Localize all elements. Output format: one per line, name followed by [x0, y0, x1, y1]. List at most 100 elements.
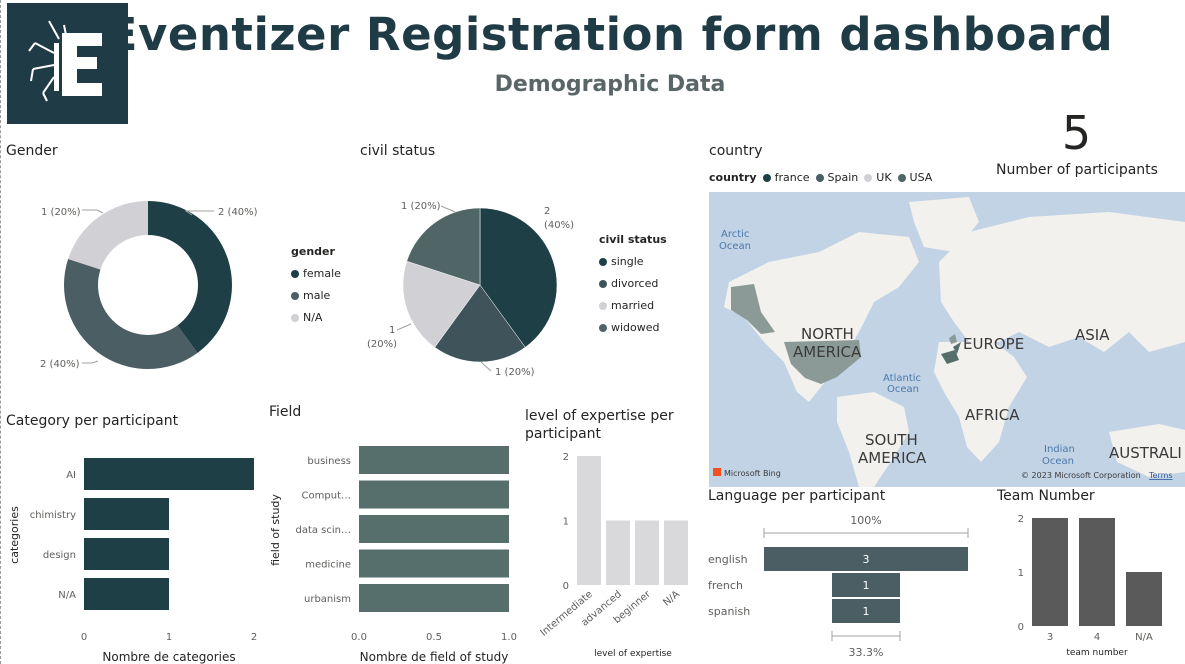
- gender-slice-male[interactable]: [63, 259, 198, 369]
- civil-slice-widowed[interactable]: [406, 207, 481, 286]
- map-label-north-b: AMERICA: [793, 343, 862, 361]
- team-y-tick: 2: [1018, 514, 1024, 525]
- gender-slice-female[interactable]: [148, 201, 232, 353]
- field-bar-comput[interactable]: [359, 480, 509, 509]
- country-chart-title: country: [709, 143, 763, 159]
- language-funnel-chart[interactable]: 100% 3 english 1 french 1 spanish 33.3%: [700, 508, 990, 664]
- team-bar-3[interactable]: [1032, 518, 1068, 626]
- country-legend: country france Spain UK USA: [709, 171, 932, 184]
- civil-slice-single[interactable]: [479, 207, 558, 348]
- gender-slice-n-a[interactable]: [68, 201, 148, 270]
- country-map[interactable]: Arctic Ocean Atlantic Ocean Indian Ocean…: [709, 192, 1185, 487]
- gender-donut-chart[interactable]: 2 (40%) 2 (40%) 1 (20%): [0, 165, 290, 390]
- language-value-label: 1: [863, 579, 870, 592]
- country-legend-label: Spain: [827, 171, 859, 184]
- gender-legend-item-female[interactable]: female: [291, 267, 341, 280]
- country-legend-item-uk[interactable]: UK: [864, 171, 892, 184]
- civil-leader-line: [480, 361, 492, 372]
- team-bar-n-a[interactable]: [1126, 572, 1162, 626]
- country-legend-item-usa[interactable]: USA: [897, 171, 933, 184]
- map-label-south-a: SOUTH: [865, 431, 918, 449]
- team-y-tick: 0: [1018, 622, 1024, 633]
- expertise-bar-advanced[interactable]: [606, 520, 630, 586]
- civil-legend-label: married: [611, 299, 655, 312]
- category-bar-n-a[interactable]: [84, 578, 169, 610]
- page-border: [0, 0, 1, 664]
- language-top-percent: 100%: [850, 514, 881, 527]
- field-bar-urbanism[interactable]: [359, 584, 509, 612]
- civil-leader-line: [396, 323, 412, 331]
- map-label-north-a: NORTH: [801, 325, 854, 343]
- language-bar-spanish[interactable]: [832, 599, 900, 623]
- country-legend-item-spain[interactable]: Spain: [815, 171, 859, 184]
- category-y-axis-title: categories: [8, 506, 21, 564]
- field-bar-business[interactable]: [359, 446, 509, 474]
- gender-legend-label: male: [303, 289, 331, 302]
- field-category-label: data scin…: [295, 525, 351, 536]
- map-label-atlantic-b: Ocean: [887, 384, 919, 395]
- team-bar-4[interactable]: [1079, 518, 1115, 626]
- logo-icon: [28, 20, 102, 102]
- language-bottom-percent: 33.3%: [849, 646, 884, 659]
- expertise-bar-n-a[interactable]: [664, 520, 688, 586]
- country-legend-label: france: [774, 171, 810, 184]
- category-category-label: design: [43, 550, 76, 561]
- world-map[interactable]: Arctic Ocean Atlantic Ocean Indian Ocean…: [709, 192, 1185, 487]
- gender-data-label-female: 2 (40%): [218, 207, 258, 218]
- map-label-africa: AFRICA: [965, 406, 1020, 424]
- language-bar-english[interactable]: [764, 547, 968, 571]
- expertise-bar-beginner[interactable]: [635, 520, 659, 586]
- civil-label-top: 1 (20%): [401, 201, 441, 212]
- team-bar-chart[interactable]: 0 1 2 3 4 N/A team number: [990, 508, 1185, 664]
- language-bar-french[interactable]: [832, 573, 900, 597]
- field-bar-data-scin[interactable]: [359, 515, 509, 543]
- field-category-label: Comput…: [302, 491, 351, 502]
- language-category-label: spanish: [708, 605, 750, 618]
- civil-label-bottom: 1 (20%): [495, 367, 535, 378]
- expertise-chart-title-b: participant: [525, 426, 602, 442]
- bing-logo-icon: [713, 468, 721, 476]
- participants-count: 5: [1061, 106, 1092, 160]
- field-chart-title: Field: [269, 404, 302, 420]
- civil-slice-married[interactable]: [402, 260, 481, 348]
- category-x-tick: 2: [251, 632, 257, 643]
- civil-legend-item-married[interactable]: married: [599, 299, 667, 312]
- team-chart-title: Team Number: [997, 488, 1095, 504]
- field-bar-chart[interactable]: business Comput… data scin… medicine urbanis…: [265, 440, 520, 664]
- civil-slice-divorced[interactable]: [434, 284, 526, 363]
- gender-legend-item-male[interactable]: male: [291, 289, 341, 302]
- country-legend-label: UK: [876, 171, 892, 184]
- civil-legend-item-widowed[interactable]: widowed: [599, 321, 667, 334]
- civil-label-single-b: (40%): [544, 220, 574, 231]
- category-x-tick: 0: [81, 632, 87, 643]
- category-bar-design[interactable]: [84, 538, 169, 570]
- legend-dot-icon: [599, 323, 607, 332]
- expertise-bar-intermediate[interactable]: [577, 456, 601, 585]
- map-label-arctic-b: Ocean: [719, 241, 751, 252]
- civil-pie-chart[interactable]: 2 (40%) 1 (20%) 1 (20%) 1 (20%): [355, 190, 600, 385]
- category-category-label: AI: [66, 470, 76, 481]
- category-bar-chimistry[interactable]: [84, 498, 169, 530]
- gender-legend-item-n-a[interactable]: N/A: [291, 311, 341, 324]
- legend-dot-icon: [599, 279, 607, 288]
- country-legend-item-france[interactable]: france: [762, 171, 810, 184]
- gender-legend-title: gender: [291, 245, 335, 258]
- team-x-axis-title: team number: [1066, 648, 1128, 658]
- country-legend-label: USA: [909, 171, 933, 184]
- legend-dot-icon: [291, 291, 299, 300]
- legend-dot-icon: [291, 313, 299, 322]
- legend-dot-icon: [291, 269, 299, 278]
- map-label-indian-b: Ocean: [1042, 456, 1074, 467]
- team-category-label: N/A: [1135, 632, 1153, 643]
- category-bar-ai[interactable]: [84, 458, 254, 490]
- legend-dot-icon: [897, 173, 906, 182]
- field-bar-medicine[interactable]: [359, 549, 509, 578]
- civil-legend-item-single[interactable]: single: [599, 255, 667, 268]
- category-bar-chart[interactable]: AI chimistry design N/A 0 1 2 Nombre de categor…: [0, 440, 265, 664]
- team-category-label: 3: [1047, 632, 1053, 643]
- field-x-tick: 0.0: [351, 632, 367, 643]
- map-terms-link[interactable]: Terms: [1148, 471, 1173, 480]
- civil-legend-item-divorced[interactable]: divorced: [599, 277, 667, 290]
- category-x-tick: 1: [166, 632, 172, 643]
